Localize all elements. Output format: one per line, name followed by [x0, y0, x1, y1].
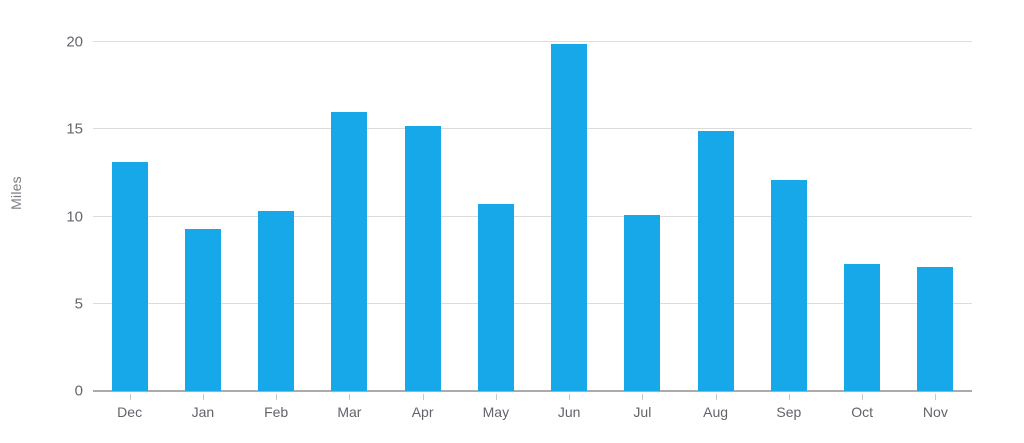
x-label-aug: Aug [703, 404, 729, 420]
gridline-10 [93, 215, 972, 217]
x-label-sep: Sep [776, 404, 802, 420]
x-axis-row: Dec Jan Feb Mar Apr May Jun Jul Aug Sep Oct Nov [93, 392, 972, 432]
y-tick-label-0: 0 [74, 382, 83, 400]
x-tick [569, 394, 571, 400]
x-slot-dec: Dec [93, 392, 166, 432]
bar-slot-oct [826, 42, 899, 391]
x-tick [276, 394, 278, 400]
x-slot-aug: Aug [679, 392, 752, 432]
y-tick-label-15: 15 [66, 120, 83, 138]
x-slot-sep: Sep [752, 392, 825, 432]
bar-slot-sep [752, 42, 825, 391]
bar-slot-aug [679, 42, 752, 391]
x-label-feb: Feb [264, 404, 289, 420]
bar-jan [184, 228, 221, 391]
x-tick [495, 394, 497, 400]
x-slot-jul: Jul [606, 392, 679, 432]
bar-jul [624, 214, 661, 391]
x-tick [642, 394, 644, 400]
x-tick [788, 394, 790, 400]
gridline-20 [93, 41, 972, 42]
bar-slot-may [459, 42, 532, 391]
x-label-may: May [482, 404, 510, 420]
x-label-apr: Apr [411, 404, 434, 420]
x-tick [935, 394, 937, 400]
bar-slot-nov [899, 42, 972, 391]
x-tick [715, 394, 717, 400]
x-label-oct: Oct [851, 404, 874, 420]
gridline-5 [93, 302, 972, 304]
x-slot-jun: Jun [533, 392, 606, 432]
bar-slot-jan [166, 42, 239, 391]
x-slot-may: May [459, 392, 532, 432]
bar-slot-jul [606, 42, 679, 391]
x-tick [349, 394, 351, 400]
y-tick-label-10: 10 [66, 208, 83, 225]
bar-may [477, 204, 514, 391]
x-axis-line [93, 390, 972, 392]
bar-mar [331, 111, 368, 391]
bars-row [93, 42, 972, 391]
bar-nov [917, 267, 954, 391]
x-tick [202, 394, 204, 400]
bar-slot-feb [240, 42, 313, 391]
x-label-mar: Mar [337, 404, 362, 420]
bar-oct [844, 263, 881, 391]
x-tick [422, 394, 424, 400]
bar-slot-jun [533, 42, 606, 391]
bar-aug [697, 131, 734, 391]
x-label-jun: Jun [557, 404, 581, 420]
x-slot-oct: Oct [826, 392, 899, 432]
x-label-dec: Dec [117, 404, 143, 420]
x-label-jan: Jan [191, 404, 215, 420]
y-tick-label-20: 20 [66, 33, 83, 51]
x-slot-jan: Jan [166, 392, 239, 432]
bar-sep [770, 179, 807, 391]
x-tick [862, 394, 864, 400]
x-label-jul: Jul [633, 404, 652, 420]
plot-area: 0 5 10 15 20 [66, 35, 972, 399]
bar-dec [111, 162, 148, 391]
x-tick [129, 394, 131, 400]
gridline-15 [93, 128, 972, 130]
y-tick-label-5: 5 [74, 295, 83, 313]
bar-feb [258, 211, 295, 391]
bar-slot-dec [93, 42, 166, 391]
x-slot-nov: Nov [899, 392, 972, 432]
x-slot-apr: Apr [386, 392, 459, 432]
x-slot-feb: Feb [240, 392, 313, 432]
bar-slot-apr [386, 42, 459, 391]
bar-apr [404, 125, 441, 391]
bar-jun [551, 43, 588, 391]
y-axis-title: Miles [8, 176, 24, 210]
bar-slot-mar [313, 42, 386, 391]
x-slot-mar: Mar [313, 392, 386, 432]
x-label-nov: Nov [922, 404, 948, 420]
